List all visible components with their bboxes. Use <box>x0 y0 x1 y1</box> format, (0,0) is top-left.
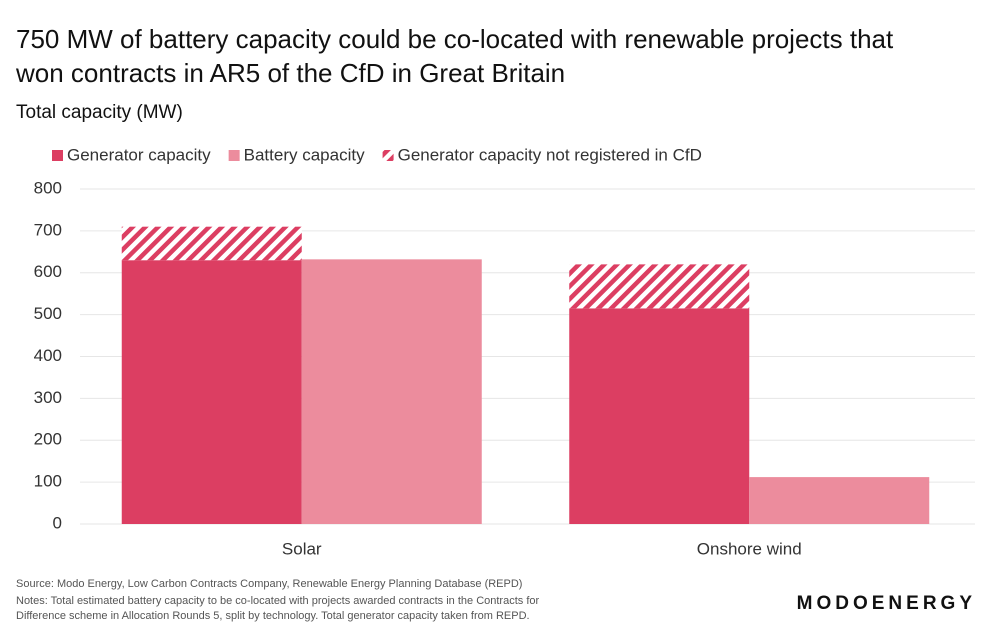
chart-subtitle: Total capacity (MW) <box>16 102 183 123</box>
source-note: Source: Modo Energy, Low Carbon Contract… <box>16 578 522 590</box>
y-tick-label: 400 <box>34 346 62 365</box>
logo: MODOENERGY <box>797 593 976 614</box>
x-tick-label: Solar <box>282 539 322 558</box>
bar <box>569 308 750 524</box>
y-tick-label: 100 <box>34 472 62 491</box>
legend-label: Generator capacity not registered in CfD <box>398 145 702 164</box>
y-tick-label: 0 <box>53 513 62 532</box>
y-tick-label: 300 <box>34 388 62 407</box>
bar <box>749 477 930 524</box>
chart-title: 750 MW of battery capacity could be co-l… <box>16 24 894 88</box>
y-tick-label: 200 <box>34 430 62 449</box>
legend-label: Battery capacity <box>244 145 365 164</box>
hatched-bar <box>569 264 750 309</box>
notes: Difference scheme in Allocation Rounds 5… <box>16 610 530 622</box>
notes: Notes: Total estimated battery capacity … <box>16 595 540 607</box>
legend-label: Generator capacity <box>67 145 211 164</box>
legend-swatch <box>228 150 240 161</box>
y-tick-label: 500 <box>34 304 62 323</box>
x-tick-label: Onshore wind <box>697 539 802 558</box>
y-tick-label: 600 <box>34 262 62 281</box>
bar <box>301 259 482 524</box>
y-tick-label: 800 <box>34 178 62 197</box>
bar <box>121 260 302 524</box>
legend-swatch <box>382 150 394 161</box>
y-tick-label: 700 <box>34 220 62 239</box>
legend-swatch <box>52 150 63 161</box>
hatched-bar <box>121 226 302 261</box>
